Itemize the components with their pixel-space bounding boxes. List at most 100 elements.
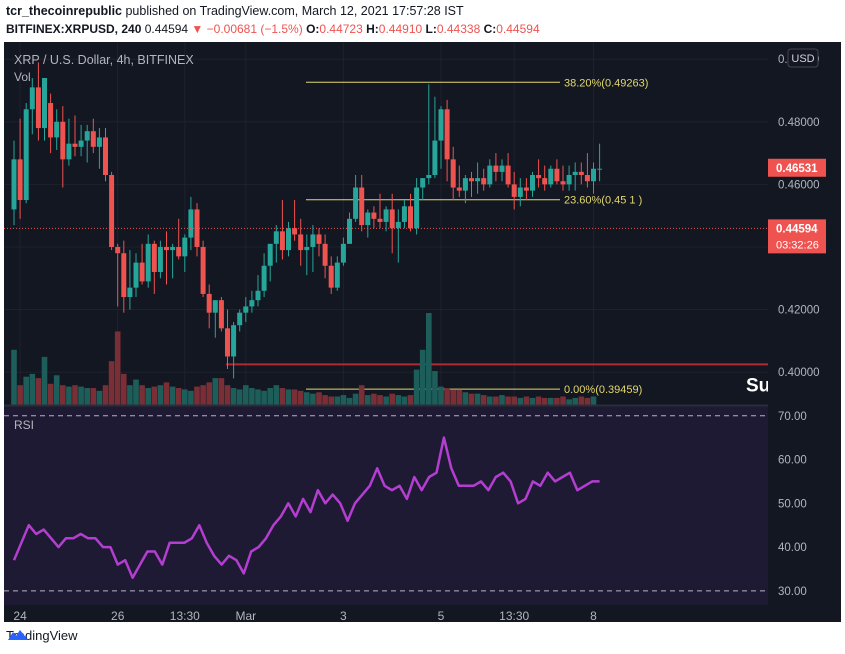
candle-body — [243, 306, 249, 313]
candle-body — [133, 262, 139, 288]
candle-body — [389, 209, 395, 229]
candle-body — [475, 178, 481, 182]
candle-body — [206, 293, 212, 313]
usd-button-label: USD — [791, 53, 814, 65]
volume-bar — [438, 386, 444, 405]
volume-bar — [243, 385, 249, 405]
candle-body — [487, 165, 493, 185]
price-change: −0.00681 (−1.5%) — [203, 22, 307, 36]
price-tags: 0.46531 0.44594 03:32:26 — [768, 158, 826, 254]
volume-legend: Vol — [14, 70, 31, 84]
volume-bar — [371, 393, 377, 405]
fibonacci-retracement[interactable]: 38.20%(0.49263) 23.60%(0.45 1 ) 0.00%(0.39… — [306, 77, 648, 396]
chart-panel[interactable]: 38.20%(0.49263) 23.60%(0.45 1 ) 0.00%(0.39… — [4, 42, 841, 622]
volume-bar — [218, 378, 225, 405]
volume-bar — [121, 373, 127, 405]
candle-body — [267, 243, 273, 266]
candle-body — [408, 206, 413, 229]
volume-bar — [151, 386, 158, 405]
volume-bar — [261, 390, 267, 405]
volume-bar — [157, 385, 164, 405]
candle-body — [255, 290, 261, 301]
volume-bar — [560, 396, 566, 405]
candle-body — [72, 143, 78, 147]
volume-bar — [499, 395, 505, 405]
rsi-tick-label: 60.00 — [778, 455, 807, 467]
candle-body — [60, 121, 66, 160]
volume-bar — [29, 373, 36, 405]
candle-body — [347, 218, 352, 244]
volume-bar — [285, 389, 292, 405]
time-axis[interactable]: 24 26 13:30 Mar 3 5 13:30 8 — [13, 609, 597, 622]
candle-body — [109, 174, 115, 247]
candle-body — [151, 243, 157, 273]
volume-bar — [139, 385, 145, 405]
candle-body — [432, 140, 438, 175]
volume-bar — [529, 397, 536, 405]
volume-bar — [206, 382, 212, 405]
candle-body — [170, 246, 176, 251]
candle-body — [310, 234, 316, 247]
volume-bar — [395, 395, 402, 405]
rsi-tick-label: 40.00 — [778, 542, 807, 554]
volume-bar — [35, 378, 42, 405]
volume-bar — [133, 379, 139, 405]
candle-body — [218, 300, 224, 329]
volume-bar — [432, 371, 438, 405]
chart-canvas[interactable]: 38.20%(0.49263) 23.60%(0.45 1 ) 0.00%(0.39… — [4, 42, 841, 622]
current-price-tag — [768, 219, 826, 254]
support-label: Su — [746, 375, 770, 396]
volume-bar — [444, 388, 450, 405]
time-tick-label: 8 — [590, 609, 597, 622]
candle-body — [48, 103, 54, 138]
candle-body — [554, 168, 560, 182]
low-label: L: — [422, 22, 437, 36]
time-tick-label: Mar — [235, 609, 256, 622]
candle-body — [365, 212, 371, 226]
candle-body — [530, 174, 535, 191]
candle-body — [493, 165, 499, 172]
candle-body — [188, 209, 194, 238]
volume-bar — [480, 395, 487, 405]
fib-level-label: 0.00%(0.39459) — [564, 384, 642, 396]
volume-bar — [535, 396, 542, 405]
candle-body — [279, 231, 285, 251]
close-label: C: — [480, 22, 497, 36]
candle-body — [340, 243, 346, 263]
tradingview-cloud-icon — [8, 630, 28, 640]
price-tick-label: 0.48000 — [778, 117, 820, 129]
candle-body — [212, 300, 218, 313]
volume-bars — [11, 313, 597, 405]
tradingview-logo[interactable]: TradingView — [6, 628, 78, 643]
last-price: 0.44594 — [141, 22, 192, 36]
candle-body — [139, 262, 145, 282]
volume-bar — [352, 393, 359, 405]
usd-button[interactable]: USD — [787, 48, 819, 68]
volume-bar — [279, 388, 286, 405]
volume-bar — [47, 383, 54, 405]
candle-body — [176, 246, 182, 257]
rsi-line — [12, 436, 600, 579]
candle-body — [438, 109, 444, 141]
candle-body — [316, 234, 322, 244]
candle-body — [23, 109, 29, 201]
usd-button-frame — [787, 48, 819, 68]
volume-bar — [194, 386, 200, 405]
price-axis[interactable] — [768, 42, 841, 622]
volume-bar — [297, 390, 304, 405]
candle-body — [127, 287, 133, 298]
volume-bar — [273, 385, 280, 405]
volume-bar — [90, 388, 97, 405]
volume-bar — [572, 397, 578, 405]
volume-bar — [523, 396, 530, 405]
candle-body — [298, 234, 304, 251]
volume-bar — [365, 395, 371, 405]
publisher-name[interactable]: tcr_thecoinrepublic — [6, 4, 122, 18]
volume-bar — [304, 392, 310, 405]
candle-body — [42, 77, 47, 129]
candle-body — [420, 178, 426, 188]
volume-bar — [505, 396, 511, 405]
volume-bar — [346, 397, 353, 405]
low-value: 0.44338 — [436, 22, 481, 36]
candle-body — [462, 178, 468, 191]
